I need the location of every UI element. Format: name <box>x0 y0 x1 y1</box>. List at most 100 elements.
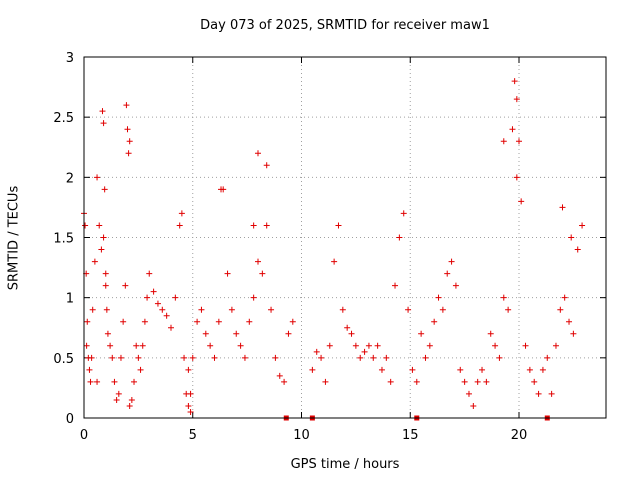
data-point <box>135 354 142 361</box>
data-point <box>378 366 385 373</box>
data-point <box>285 330 292 337</box>
data-point <box>339 306 346 313</box>
data-point <box>289 318 296 325</box>
data-point <box>115 390 122 397</box>
data-point <box>103 306 110 313</box>
data-point <box>144 294 151 301</box>
data-point <box>474 378 481 385</box>
data-point <box>133 342 140 349</box>
data-point <box>426 342 433 349</box>
x-axis-label: GPS time / hours <box>290 457 400 472</box>
data-point <box>276 372 283 379</box>
data-point <box>313 348 320 355</box>
data-point <box>181 354 188 361</box>
data-point <box>146 270 153 277</box>
data-point <box>123 102 130 109</box>
data-point <box>405 306 412 313</box>
data-point <box>187 390 194 397</box>
data-point <box>100 234 107 241</box>
data-point <box>159 306 166 313</box>
data-point <box>370 354 377 361</box>
data-point <box>516 138 522 145</box>
data-point <box>198 306 205 313</box>
data-point <box>535 390 542 397</box>
data-point <box>88 354 95 361</box>
x-tick-label: 5 <box>189 428 197 443</box>
data-points <box>81 78 586 415</box>
data-point <box>104 330 111 337</box>
data-point <box>176 222 183 229</box>
data-point <box>511 78 518 85</box>
data-point <box>189 354 196 361</box>
data-point <box>418 330 425 337</box>
data-point <box>109 354 116 361</box>
data-point <box>259 270 266 277</box>
data-point <box>559 204 566 211</box>
data-point <box>396 234 403 241</box>
data-point <box>98 246 105 253</box>
data-point <box>444 270 451 277</box>
data-point <box>255 258 261 265</box>
data-point <box>483 378 490 385</box>
data-point <box>574 246 581 253</box>
x-tick-label: 10 <box>293 428 310 443</box>
data-point <box>374 342 381 349</box>
data-point <box>83 342 90 349</box>
data-point <box>492 342 499 349</box>
data-point <box>82 222 89 229</box>
data-point <box>281 378 288 385</box>
data-point <box>448 258 455 265</box>
data-point <box>237 342 244 349</box>
data-point <box>94 378 101 385</box>
data-point <box>263 162 270 169</box>
data-point <box>344 324 351 331</box>
data-point <box>117 354 124 361</box>
data-point <box>101 186 108 193</box>
data-point <box>557 306 564 313</box>
grid-lines <box>84 57 606 418</box>
data-point <box>102 282 109 289</box>
y-tick-label: 1.5 <box>53 232 74 247</box>
data-point <box>505 306 512 313</box>
data-point <box>124 126 131 133</box>
data-point <box>335 222 342 229</box>
data-point <box>452 282 459 289</box>
data-point <box>122 282 129 289</box>
data-point <box>178 210 185 217</box>
data-point <box>579 222 586 229</box>
data-point <box>102 270 109 277</box>
data-point <box>348 330 355 337</box>
data-point <box>218 186 225 193</box>
data-point <box>352 342 359 349</box>
data-point <box>207 342 214 349</box>
y-tick-label: 0.5 <box>53 352 74 367</box>
data-point <box>272 354 279 361</box>
data-point <box>211 354 218 361</box>
data-point <box>107 342 114 349</box>
data-point <box>500 294 507 301</box>
data-point <box>318 354 325 361</box>
data-point <box>150 288 157 295</box>
data-point <box>526 366 533 373</box>
data-point <box>309 366 316 373</box>
data-point <box>268 306 275 313</box>
data-point <box>539 366 546 373</box>
data-point <box>570 330 577 337</box>
data-point <box>131 378 138 385</box>
data-point <box>479 366 486 373</box>
data-point <box>87 378 94 385</box>
data-point <box>435 294 442 301</box>
x-tick-label: 15 <box>402 428 419 443</box>
data-point <box>250 294 257 301</box>
data-point <box>84 318 91 325</box>
data-point <box>383 354 390 361</box>
data-point <box>513 96 520 103</box>
data-point <box>548 390 555 397</box>
data-point <box>126 402 133 409</box>
data-point <box>113 396 120 403</box>
data-point <box>246 318 253 325</box>
data-point <box>168 324 174 331</box>
data-point <box>163 312 170 319</box>
data-point <box>86 366 93 373</box>
